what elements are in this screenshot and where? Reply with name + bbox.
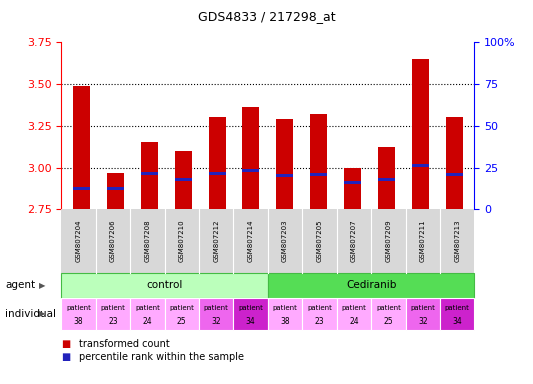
Text: 38: 38 — [74, 316, 83, 326]
Text: ▶: ▶ — [39, 310, 45, 318]
Text: 23: 23 — [314, 316, 324, 326]
Bar — [310, 114, 327, 209]
Text: patient: patient — [342, 305, 366, 311]
Text: GSM807212: GSM807212 — [213, 220, 219, 262]
Text: GSM807205: GSM807205 — [317, 220, 322, 262]
Text: 34: 34 — [246, 316, 255, 326]
Bar — [73, 187, 90, 190]
Text: 38: 38 — [280, 316, 290, 326]
Text: percentile rank within the sample: percentile rank within the sample — [79, 352, 244, 362]
Bar — [446, 173, 463, 176]
Text: 32: 32 — [418, 316, 427, 326]
Bar — [175, 151, 192, 209]
Bar — [378, 147, 395, 209]
Text: patient: patient — [307, 305, 332, 311]
Text: 24: 24 — [349, 316, 359, 326]
Text: ■: ■ — [61, 352, 70, 362]
Text: GSM807206: GSM807206 — [110, 220, 116, 262]
Text: 32: 32 — [212, 316, 221, 326]
Bar — [344, 167, 361, 209]
Text: GSM807210: GSM807210 — [179, 220, 185, 262]
Text: patient: patient — [410, 305, 435, 311]
Bar — [378, 178, 395, 181]
Bar — [276, 174, 293, 177]
Bar — [107, 172, 124, 209]
Bar — [446, 118, 463, 209]
Text: control: control — [147, 280, 183, 290]
Text: individual: individual — [5, 309, 56, 319]
Text: ▶: ▶ — [39, 281, 45, 290]
Bar — [208, 172, 225, 175]
Bar — [276, 119, 293, 209]
Text: Cediranib: Cediranib — [346, 280, 397, 290]
Text: GSM807214: GSM807214 — [248, 220, 254, 262]
Text: GSM807204: GSM807204 — [76, 220, 82, 262]
Text: patient: patient — [169, 305, 194, 311]
Bar — [141, 172, 158, 175]
Bar — [344, 181, 361, 184]
Text: GSM807208: GSM807208 — [144, 220, 150, 262]
Text: 24: 24 — [142, 316, 152, 326]
Text: patient: patient — [376, 305, 401, 311]
Text: patient: patient — [135, 305, 160, 311]
Text: patient: patient — [66, 305, 91, 311]
Text: patient: patient — [204, 305, 229, 311]
Bar — [175, 178, 192, 181]
Text: GSM807209: GSM807209 — [385, 220, 391, 262]
Text: 25: 25 — [384, 316, 393, 326]
Bar — [310, 173, 327, 176]
Text: GSM807203: GSM807203 — [282, 220, 288, 262]
Text: GSM807211: GSM807211 — [419, 220, 426, 262]
Text: 34: 34 — [453, 316, 462, 326]
Text: GSM807213: GSM807213 — [454, 220, 460, 262]
Bar — [107, 187, 124, 190]
Text: 25: 25 — [177, 316, 187, 326]
Text: GSM807207: GSM807207 — [351, 220, 357, 262]
Text: patient: patient — [445, 305, 470, 311]
Text: transformed count: transformed count — [79, 339, 169, 349]
Bar — [243, 108, 260, 209]
Bar — [411, 164, 429, 167]
Text: GDS4833 / 217298_at: GDS4833 / 217298_at — [198, 10, 335, 23]
Text: patient: patient — [272, 305, 297, 311]
Bar — [73, 86, 90, 209]
Text: patient: patient — [101, 305, 125, 311]
Text: 23: 23 — [108, 316, 118, 326]
Bar — [208, 118, 225, 209]
Text: patient: patient — [238, 305, 263, 311]
Bar — [243, 169, 260, 172]
Text: ■: ■ — [61, 339, 70, 349]
Text: agent: agent — [5, 280, 36, 290]
Bar — [411, 59, 429, 209]
Bar — [141, 142, 158, 209]
